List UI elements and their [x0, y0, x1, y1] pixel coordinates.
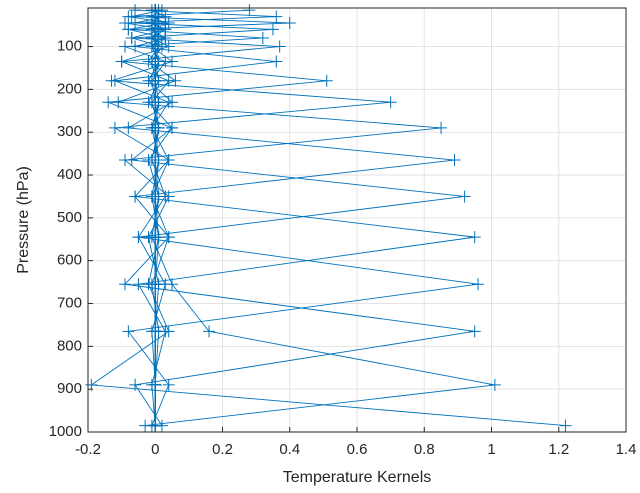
x-axis-label: Temperature Kernels — [283, 469, 432, 486]
marker — [243, 4, 256, 17]
marker — [115, 55, 128, 68]
marker — [139, 419, 152, 432]
marker — [283, 16, 296, 29]
x-tick-label: -0.2 — [75, 441, 101, 458]
marker — [162, 231, 175, 244]
marker — [155, 419, 168, 432]
marker — [129, 190, 142, 203]
x-tick-label: 0.4 — [279, 441, 300, 458]
marker — [129, 40, 142, 53]
marker — [112, 96, 125, 109]
marker — [118, 16, 131, 29]
y-tick-label: 500 — [57, 209, 82, 226]
marker — [102, 96, 115, 109]
marker — [129, 4, 142, 17]
marker — [256, 31, 269, 44]
marker — [152, 231, 165, 244]
marker — [145, 325, 158, 338]
y-tick-label: 100 — [57, 38, 82, 55]
marker — [270, 10, 283, 23]
marker — [559, 419, 572, 432]
x-tick-label: 0.8 — [414, 441, 435, 458]
marker — [129, 378, 142, 391]
marker — [166, 121, 179, 134]
marker — [122, 121, 135, 134]
marker — [435, 121, 448, 134]
marker — [149, 40, 162, 53]
marker — [472, 278, 485, 291]
x-tick-label: 1 — [487, 441, 495, 458]
marker — [149, 96, 162, 109]
marker — [162, 154, 175, 167]
marker — [468, 325, 481, 338]
marker — [162, 40, 175, 53]
plot-frame — [87, 7, 627, 433]
x-tick-label: 0.6 — [347, 441, 368, 458]
marker — [149, 154, 162, 167]
marker — [125, 31, 138, 44]
y-tick-label: 1000 — [49, 423, 82, 440]
marker — [166, 278, 179, 291]
y-tick-label: 200 — [57, 80, 82, 97]
y-tick-label: 800 — [57, 337, 82, 354]
marker — [273, 40, 286, 53]
marker — [458, 190, 471, 203]
marker — [162, 325, 175, 338]
marker — [125, 154, 138, 167]
marker — [149, 55, 162, 68]
marker — [142, 278, 155, 291]
marker — [320, 74, 333, 87]
y-tick-label: 600 — [57, 252, 82, 269]
marker — [118, 40, 131, 53]
marker — [166, 55, 179, 68]
y-tick-label: 300 — [57, 123, 82, 140]
marker — [169, 74, 182, 87]
marker — [125, 10, 138, 23]
marker — [488, 378, 501, 391]
marker — [122, 23, 135, 36]
marker — [122, 325, 135, 338]
marker — [132, 278, 145, 291]
marker — [203, 325, 216, 338]
marker — [149, 190, 162, 203]
marker — [85, 378, 98, 391]
y-tick-label: 400 — [57, 166, 82, 183]
marker — [166, 96, 179, 109]
marker — [149, 121, 162, 134]
marker — [468, 231, 481, 244]
marker — [108, 121, 121, 134]
marker — [149, 74, 162, 87]
x-tick-label: 1.4 — [616, 441, 637, 458]
marker — [118, 278, 131, 291]
marker — [162, 378, 175, 391]
marker — [266, 23, 279, 36]
marker — [448, 154, 461, 167]
y-tick-label: 700 — [57, 294, 82, 311]
y-axis-label: Pressure (hPa) — [15, 166, 32, 274]
marker — [270, 55, 283, 68]
x-tick-label: 0 — [151, 441, 159, 458]
marker — [129, 16, 142, 29]
marker — [384, 96, 397, 109]
marker — [145, 378, 158, 391]
y-tick-label: 900 — [57, 380, 82, 397]
marker — [105, 74, 118, 87]
marker — [132, 231, 145, 244]
x-tick-label: 1.2 — [548, 441, 569, 458]
x-tick-label: 0.2 — [212, 441, 233, 458]
